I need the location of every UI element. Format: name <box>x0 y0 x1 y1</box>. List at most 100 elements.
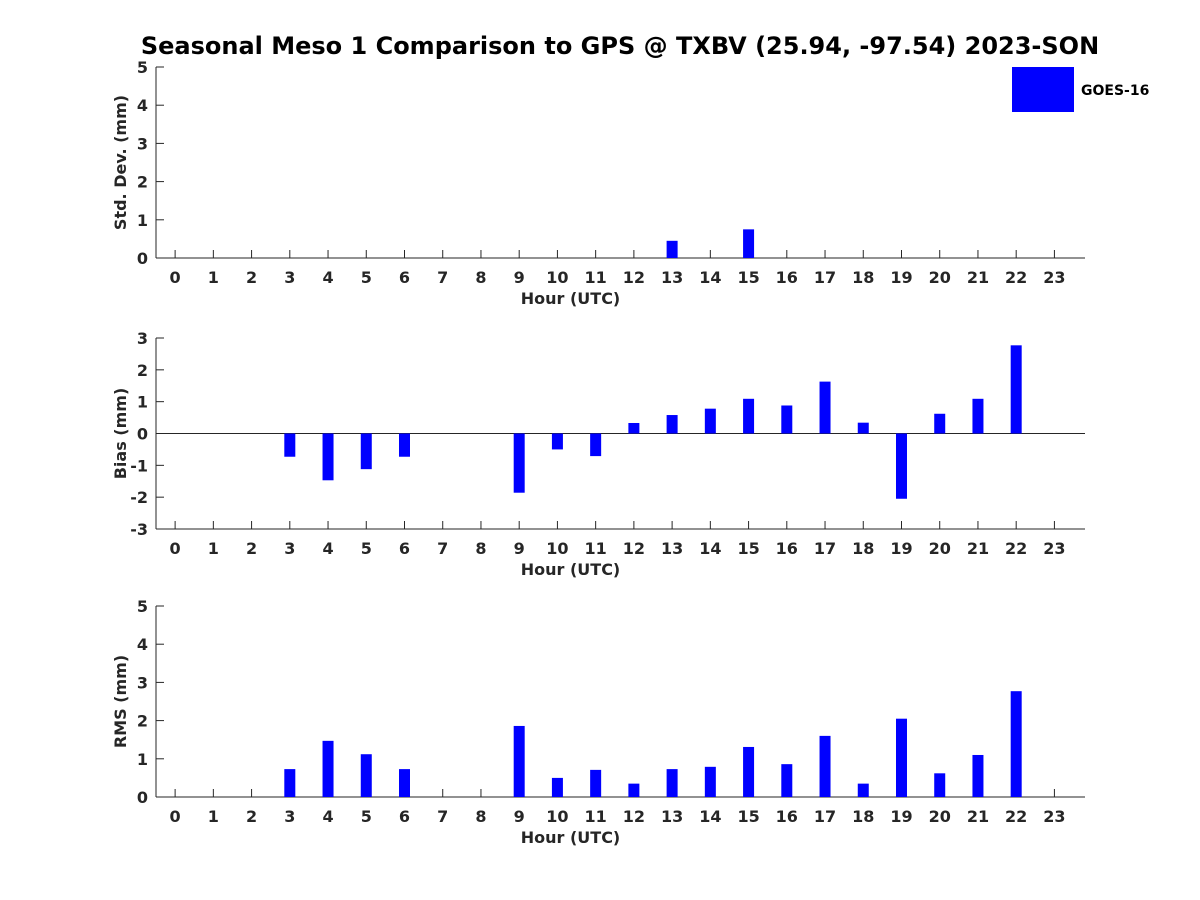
bias-x-tick-label: 10 <box>546 539 568 558</box>
rms-x-tick-label: 20 <box>929 807 951 826</box>
bias-x-tick-label: 6 <box>399 539 410 558</box>
bias-bar <box>743 398 755 434</box>
bias-bar <box>857 422 869 434</box>
rms-x-tick-label: 9 <box>514 807 525 826</box>
bias-bar <box>819 381 831 434</box>
rms-x-tick-label: 6 <box>399 807 410 826</box>
rms-bar <box>934 773 946 797</box>
legend-swatch <box>1012 67 1074 112</box>
rms-x-tick-label: 16 <box>776 807 798 826</box>
bias-x-tick-label: 22 <box>1005 539 1027 558</box>
std-y-tick-label: 3 <box>137 134 148 153</box>
rms-x-tick-label: 7 <box>437 807 448 826</box>
std-x-tick-label: 13 <box>661 268 683 287</box>
bias-bar <box>513 433 525 493</box>
rms-y-tick-label: 5 <box>137 597 148 616</box>
rms-bar <box>857 783 869 797</box>
rms-y-tick-label: 1 <box>137 750 148 769</box>
rms-bar <box>398 769 410 797</box>
std-x-tick-label: 3 <box>284 268 295 287</box>
std-x-tick-label: 12 <box>623 268 645 287</box>
std-x-tick-label: 10 <box>546 268 568 287</box>
bias-x-tick-label: 2 <box>246 539 257 558</box>
bias-bar <box>934 413 946 434</box>
chart-title: Seasonal Meso 1 Comparison to GPS @ TXBV… <box>141 32 1099 60</box>
bias-x-tick-label: 17 <box>814 539 836 558</box>
bias-bar <box>628 422 640 434</box>
bias-bar <box>666 415 678 434</box>
rms-bar <box>666 769 678 797</box>
rms-y-tick-label: 3 <box>137 673 148 692</box>
rms-y-axis-label: RMS (mm) <box>111 655 130 748</box>
rms-x-tick-label: 5 <box>361 807 372 826</box>
rms-x-tick-label: 10 <box>546 807 568 826</box>
rms-bar <box>590 769 602 797</box>
rms-x-tick-label: 0 <box>170 807 181 826</box>
rms-bar <box>513 725 525 797</box>
std-y-tick-label: 1 <box>137 211 148 230</box>
rms-x-tick-label: 17 <box>814 807 836 826</box>
rms-x-axis-label: Hour (UTC) <box>521 828 621 847</box>
bias-y-tick-label: -1 <box>130 456 148 475</box>
bias-x-tick-label: 20 <box>929 539 951 558</box>
bias-bar <box>895 433 907 499</box>
std-x-tick-label: 20 <box>929 268 951 287</box>
std-x-tick-label: 4 <box>322 268 333 287</box>
bias-x-tick-label: 19 <box>890 539 912 558</box>
rms-x-tick-label: 13 <box>661 807 683 826</box>
bias-x-tick-label: 13 <box>661 539 683 558</box>
bias-x-tick-label: 14 <box>699 539 721 558</box>
std-x-tick-label: 8 <box>475 268 486 287</box>
std-x-tick-label: 22 <box>1005 268 1027 287</box>
std-x-tick-label: 15 <box>737 268 759 287</box>
bias-bar <box>551 433 563 450</box>
rms-x-tick-label: 22 <box>1005 807 1027 826</box>
rms-x-tick-label: 14 <box>699 807 721 826</box>
bias-y-axis-label: Bias (mm) <box>111 388 130 480</box>
rms-y-tick-label: 2 <box>137 712 148 731</box>
bias-bar <box>360 433 372 470</box>
std-x-tick-label: 23 <box>1043 268 1065 287</box>
std-x-tick-label: 1 <box>208 268 219 287</box>
bias-y-tick-label: -3 <box>130 520 148 539</box>
bias-x-tick-label: 21 <box>967 539 989 558</box>
rms-x-tick-label: 8 <box>475 807 486 826</box>
bias-x-tick-label: 11 <box>585 539 607 558</box>
rms-x-tick-label: 4 <box>322 807 333 826</box>
rms-y-tick-label: 0 <box>137 788 148 807</box>
legend-label: GOES-16 <box>1081 83 1149 99</box>
bias-x-tick-label: 5 <box>361 539 372 558</box>
rms-bar <box>781 764 793 797</box>
rms-x-tick-label: 23 <box>1043 807 1065 826</box>
bias-x-tick-label: 16 <box>776 539 798 558</box>
std-x-tick-label: 6 <box>399 268 410 287</box>
rms-bar <box>704 766 716 797</box>
std-y-tick-label: 0 <box>137 249 148 268</box>
std-x-tick-label: 2 <box>246 268 257 287</box>
bias-x-tick-label: 9 <box>514 539 525 558</box>
std-y-axis-label: Std. Dev. (mm) <box>111 95 130 230</box>
std-bar <box>743 229 755 258</box>
rms-y-tick-label: 4 <box>137 635 148 654</box>
bias-bar <box>704 408 716 434</box>
rms-x-tick-label: 12 <box>623 807 645 826</box>
bias-bar <box>398 433 410 457</box>
std-y-tick-label: 5 <box>137 58 148 77</box>
rms-x-tick-label: 3 <box>284 807 295 826</box>
rms-bar <box>743 746 755 797</box>
std-x-tick-label: 9 <box>514 268 525 287</box>
bias-y-tick-label: -2 <box>130 488 148 507</box>
bias-y-tick-label: 1 <box>137 393 148 412</box>
bias-x-tick-label: 18 <box>852 539 874 558</box>
std-x-tick-label: 21 <box>967 268 989 287</box>
std-y-tick-label: 4 <box>137 96 148 115</box>
rms-x-tick-label: 19 <box>890 807 912 826</box>
std-y-tick-label: 2 <box>137 173 148 192</box>
rms-bar <box>819 735 831 797</box>
rms-x-tick-label: 1 <box>208 807 219 826</box>
std-x-tick-label: 11 <box>585 268 607 287</box>
